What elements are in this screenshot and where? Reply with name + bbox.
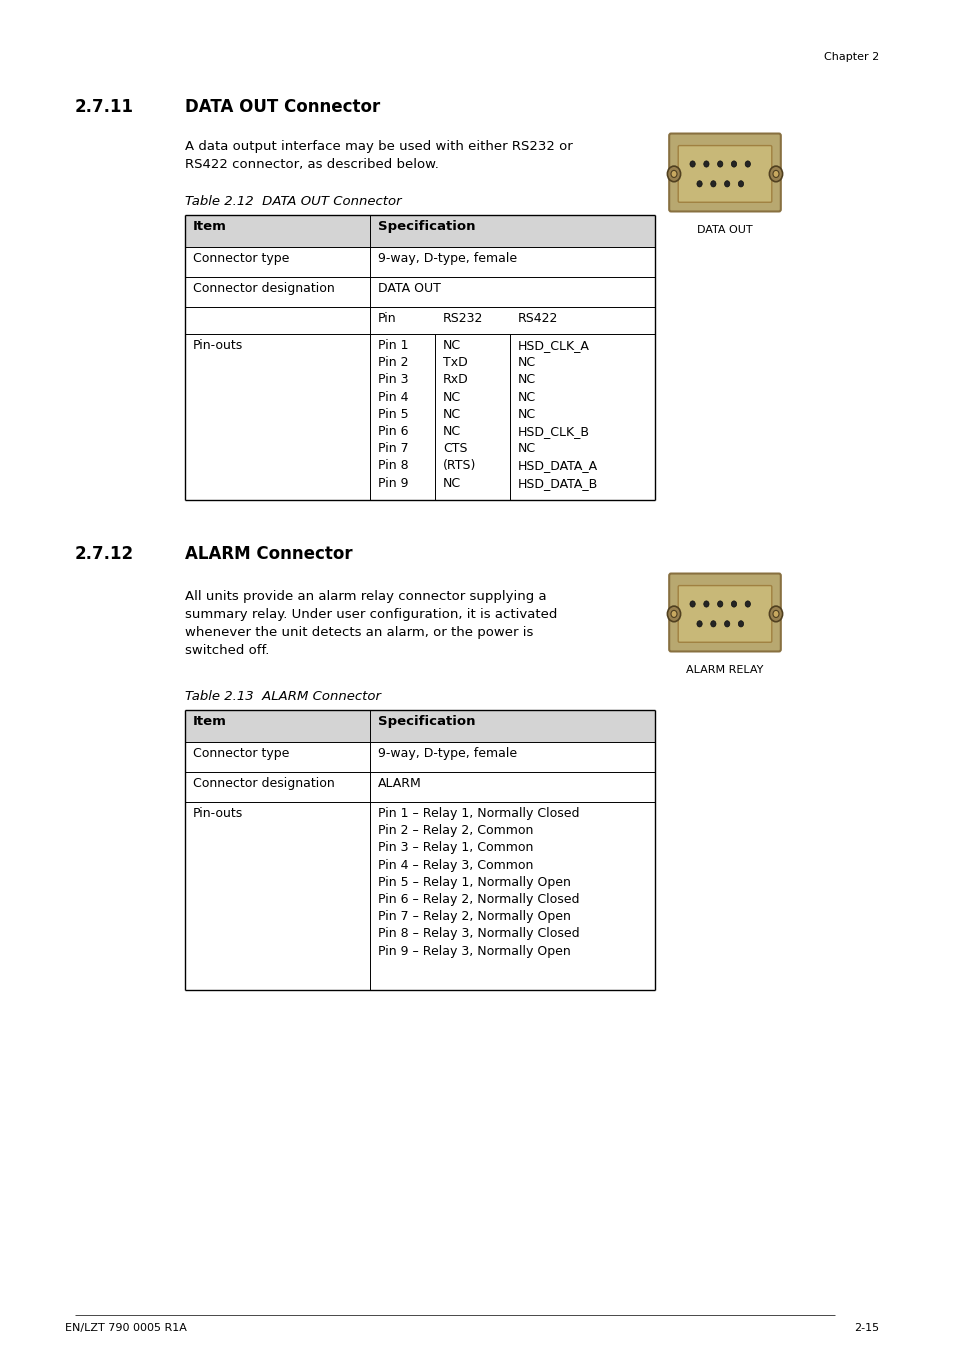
Circle shape [667,606,679,622]
Text: Connector designation: Connector designation [193,778,335,790]
Text: Specification: Specification [377,716,475,728]
Text: Item: Item [193,220,227,234]
Circle shape [723,181,729,186]
Circle shape [697,181,701,186]
Text: Pin 1 – Relay 1, Normally Closed
Pin 2 – Relay 2, Common
Pin 3 – Relay 1, Common: Pin 1 – Relay 1, Normally Closed Pin 2 –… [377,807,579,957]
Text: HSD_CLK_A
NC
NC
NC
NC
HSD_CLK_B
NC
HSD_DATA_A
HSD_DATA_B: HSD_CLK_A NC NC NC NC HSD_CLK_B NC HSD_D… [517,339,598,490]
Text: 9-way, D-type, female: 9-way, D-type, female [377,252,517,265]
Text: Table 2.13  ALARM Connector: Table 2.13 ALARM Connector [185,690,380,703]
Circle shape [667,166,679,182]
Text: Pin-outs: Pin-outs [193,807,243,819]
Circle shape [744,601,750,608]
Text: ALARM Connector: ALARM Connector [185,545,353,563]
Circle shape [744,161,750,167]
Circle shape [710,621,716,626]
Text: EN/LZT 790 0005 R1A: EN/LZT 790 0005 R1A [65,1323,187,1332]
Circle shape [772,170,779,177]
Text: ALARM RELAY: ALARM RELAY [685,666,763,675]
FancyBboxPatch shape [668,134,780,212]
Text: 2-15: 2-15 [853,1323,878,1332]
Circle shape [768,606,781,622]
Text: Connector designation: Connector designation [193,282,335,296]
Circle shape [717,601,722,608]
FancyBboxPatch shape [678,586,771,643]
Circle shape [670,610,677,617]
Circle shape [738,621,742,626]
Text: 9-way, D-type, female: 9-way, D-type, female [377,747,517,760]
Circle shape [689,601,695,608]
Text: Connector type: Connector type [193,747,289,760]
Text: NC
TxD
RxD
NC
NC
NC
CTS
(RTS)
NC: NC TxD RxD NC NC NC CTS (RTS) NC [442,339,476,490]
Circle shape [738,181,742,186]
Circle shape [697,621,701,626]
Text: ALARM: ALARM [377,778,421,790]
Text: RS422: RS422 [517,312,558,325]
Text: DATA OUT Connector: DATA OUT Connector [185,99,380,116]
Circle shape [703,601,708,608]
Text: Item: Item [193,716,227,728]
Circle shape [772,610,779,617]
Circle shape [710,181,716,186]
Circle shape [731,161,736,167]
Circle shape [768,166,781,182]
Text: DATA OUT: DATA OUT [377,282,440,296]
Circle shape [670,170,677,177]
Circle shape [723,621,729,626]
Circle shape [731,601,736,608]
Text: Pin 1
Pin 2
Pin 3
Pin 4
Pin 5
Pin 6
Pin 7
Pin 8
Pin 9: Pin 1 Pin 2 Pin 3 Pin 4 Pin 5 Pin 6 Pin … [377,339,408,490]
Bar [185,215,655,247]
Text: 2.7.11: 2.7.11 [75,99,133,116]
FancyBboxPatch shape [668,574,780,652]
Text: Pin: Pin [377,312,396,325]
Circle shape [717,161,722,167]
Circle shape [689,161,695,167]
FancyBboxPatch shape [678,146,771,202]
Text: DATA OUT: DATA OUT [697,225,752,235]
Text: Table 2.12  DATA OUT Connector: Table 2.12 DATA OUT Connector [185,194,401,208]
Text: Chapter 2: Chapter 2 [822,53,878,62]
Text: A data output interface may be used with either RS232 or
RS422 connector, as des: A data output interface may be used with… [185,140,572,171]
Circle shape [703,161,708,167]
Bar [185,710,655,742]
Text: Pin-outs: Pin-outs [193,339,243,352]
Text: RS232: RS232 [442,312,483,325]
Text: Specification: Specification [377,220,475,234]
Text: All units provide an alarm relay connector supplying a
summary relay. Under user: All units provide an alarm relay connect… [185,590,557,657]
Text: 2.7.12: 2.7.12 [75,545,134,563]
Text: Connector type: Connector type [193,252,289,265]
